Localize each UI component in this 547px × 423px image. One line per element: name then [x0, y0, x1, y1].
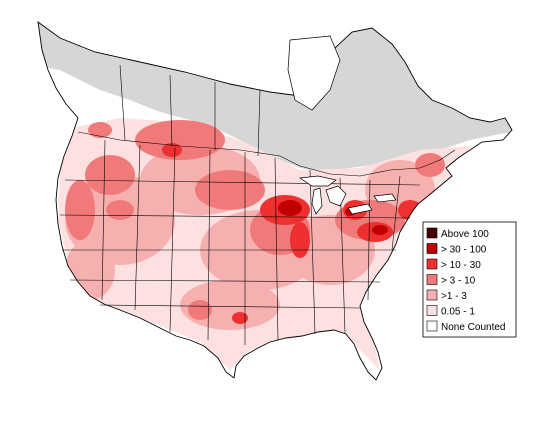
legend-label: Above 100 — [441, 229, 489, 240]
abundance-patch — [65, 240, 115, 300]
abundance-patch — [278, 200, 302, 216]
hudson-bay — [287, 35, 341, 111]
legend-swatch — [426, 320, 438, 332]
legend-label: None Counted — [441, 322, 506, 333]
coastline — [37, 21, 513, 381]
abundance-patch — [372, 225, 388, 235]
abundance-patch — [88, 122, 112, 138]
legend-swatch — [426, 258, 438, 270]
legend-frame — [422, 221, 517, 338]
abundance-patch — [106, 200, 134, 220]
abundance-patch — [135, 120, 225, 160]
abundance-patch — [232, 312, 248, 324]
abundance-patch — [415, 153, 445, 177]
abundance-patch — [398, 200, 422, 220]
legend-label: > 30 - 100 — [441, 245, 487, 256]
legend-label: 0.05 - 1 — [441, 307, 475, 318]
legend-swatch — [426, 243, 438, 254]
legend-swatch — [426, 305, 438, 316]
abundance-patch — [195, 170, 265, 210]
legend-label: >1 - 3 — [441, 291, 467, 302]
legend-swatch — [426, 274, 438, 285]
abundance-patch — [65, 180, 95, 240]
boundary-lines — [59, 64, 456, 345]
legend-swatch — [426, 227, 438, 239]
great-lakes — [299, 175, 397, 215]
legend-label: > 3 - 10 — [441, 276, 476, 287]
abundance-patch — [290, 222, 310, 258]
legend-swatch — [426, 289, 438, 301]
legend-label: > 10 - 30 — [441, 260, 481, 271]
legend: Above 100 > 30 - 100 > 10 - 30 > 3 - 10 >1 -… — [422, 221, 517, 338]
abundance-patch — [85, 155, 135, 195]
abundance-patch — [188, 300, 212, 320]
abundance-patch — [162, 143, 182, 157]
